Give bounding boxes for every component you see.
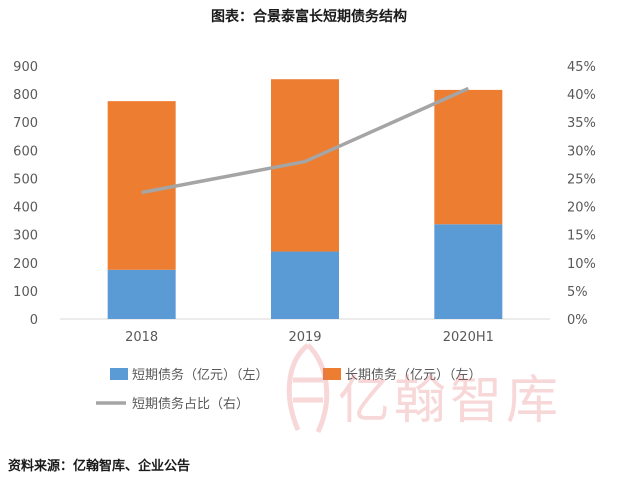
left-tick-label: 800 [13,88,38,103]
right-tick-label: 35% [567,116,596,131]
left-tick-label: 900 [13,60,38,75]
legend-label: 短期债务占比（右） [132,396,249,412]
left-tick-label: 700 [13,116,38,131]
right-tick-label: 10% [567,257,596,272]
x-tick-label: 2020H1 [443,330,494,345]
right-tick-label: 0% [567,313,588,328]
legend-swatch [110,368,128,380]
chart-title: 图表：合景泰富长短期债务结构 [211,9,407,25]
source-note: 资料来源：亿翰智库、企业公告 [8,459,191,474]
line-series [141,86,470,195]
bar-short-term-debt [107,269,176,319]
legend-swatch [323,368,341,380]
x-tick-label: 2019 [288,330,321,345]
legend-label: 长期债务（亿元）（左） [345,367,482,383]
left-tick-label: 500 [13,172,38,187]
left-tick-label: 400 [13,201,38,216]
left-tick-label: 0 [30,313,38,328]
right-tick-label: 20% [567,201,596,216]
right-axis: 0% 5% 10% 15% 20% 25% 30% 35% 40% 45% [567,60,596,328]
right-tick-label: 30% [567,144,596,159]
right-tick-label: 15% [567,229,596,244]
left-tick-label: 600 [13,144,38,159]
left-tick-label: 100 [13,285,38,300]
left-tick-label: 200 [13,257,38,272]
bar-short-term-debt [434,224,503,319]
x-axis: 2018 2019 2020H1 [125,330,494,345]
bars [107,79,503,319]
left-tick-label: 300 [13,229,38,244]
bar-short-term-debt [271,251,339,319]
bar-long-term-debt [107,101,176,270]
x-tick-label: 2018 [125,330,158,345]
right-tick-label: 25% [567,172,596,187]
bar-long-term-debt [434,89,503,225]
legend: 短期债务（亿元）（左） 长期债务（亿元）（左） 短期债务占比（右） [96,367,482,412]
right-tick-label: 40% [567,88,596,103]
left-axis: 0 100 200 300 400 500 600 700 800 900 [13,60,38,328]
right-tick-label: 45% [567,60,596,75]
right-tick-label: 5% [567,285,588,300]
legend-label: 短期债务（亿元）（左） [132,367,269,383]
